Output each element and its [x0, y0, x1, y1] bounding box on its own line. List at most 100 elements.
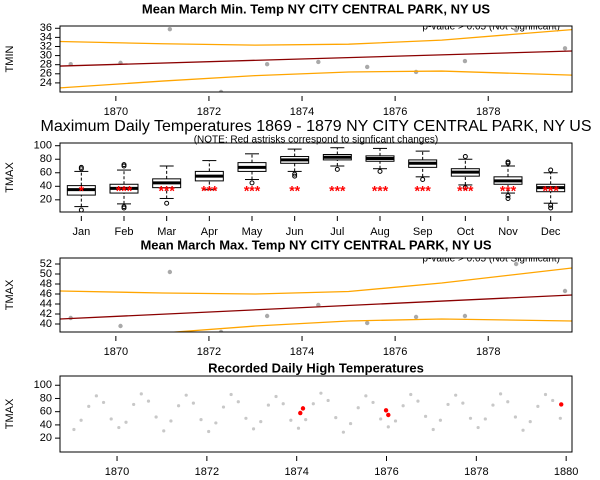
point [409, 392, 413, 397]
x-tick-label: Aug [370, 226, 390, 238]
point [236, 400, 240, 404]
point [562, 288, 568, 294]
point [513, 261, 519, 267]
point [281, 402, 285, 406]
significance-label: *** [500, 183, 517, 199]
point [72, 427, 76, 432]
point [264, 62, 270, 67]
point [296, 426, 301, 430]
point [521, 428, 525, 432]
outlier [548, 202, 554, 208]
y-tick-label: 34 [40, 31, 52, 43]
point [184, 393, 188, 397]
y-tick-label: 46 [40, 288, 52, 300]
panel: Recorded Daily High Temperatures TMAX 2040… [4, 360, 578, 477]
significance-label: *** [244, 183, 261, 199]
point [476, 425, 480, 430]
x-tick-label: 1872 [197, 346, 221, 358]
outlier [462, 154, 468, 160]
point [365, 64, 370, 70]
significance-label: *** [116, 183, 133, 199]
x-tick-label: 1874 [284, 466, 308, 478]
y-tick-label: 100 [34, 140, 52, 152]
point [264, 313, 270, 319]
point [462, 58, 468, 64]
significance-label: *** [158, 183, 175, 199]
x-tick-label: Feb [115, 226, 134, 238]
point [87, 404, 91, 408]
y-axis-label: TMAX [4, 398, 16, 429]
point [423, 414, 428, 418]
point [191, 401, 195, 405]
point [229, 392, 233, 397]
point [559, 402, 564, 407]
y-tick-label: 28 [40, 59, 52, 71]
point [214, 421, 218, 425]
chart-subtitle: (NOTE: Red astrisks correspond to signfi… [194, 135, 439, 146]
point [319, 391, 323, 395]
significance-label: *** [329, 183, 346, 199]
point [506, 400, 510, 404]
plot-frame [59, 257, 573, 333]
point [274, 394, 278, 399]
y-tick-label: 80 [40, 392, 52, 404]
x-tick-label: 1872 [197, 106, 221, 118]
x-tick-label: 1872 [195, 466, 219, 478]
line [60, 28, 572, 46]
y-tick-label: 52 [40, 258, 52, 270]
point [468, 416, 473, 420]
x-tick-label: Jan [72, 226, 90, 238]
chart-title: Mean March Min. Temp NY CITY CENTRAL PAR… [142, 1, 490, 16]
point [365, 320, 370, 326]
point [132, 402, 136, 407]
x-tick-label: 1870 [104, 346, 128, 358]
x-tick-label: 1878 [476, 106, 500, 118]
point [207, 429, 211, 434]
x-tick-label: 1874 [290, 346, 314, 358]
y-tick-label: 20 [40, 194, 52, 206]
x-tick-label: Dec [541, 226, 561, 238]
point [259, 420, 263, 424]
point [401, 404, 405, 408]
y-axis-label: TMAX [4, 279, 16, 310]
point [311, 402, 315, 406]
y-tick-label: 40 [40, 180, 52, 192]
x-tick-label: May [242, 226, 263, 238]
chart-title: Mean March Max. Temp NY CITY CENTRAL PAR… [140, 237, 491, 252]
x-tick-label: 1880 [554, 466, 578, 478]
point [393, 419, 398, 423]
outlier [292, 171, 298, 177]
point [528, 420, 532, 424]
x-tick-label: Jun [286, 226, 304, 238]
point [483, 417, 487, 421]
point [154, 415, 158, 419]
point [438, 418, 443, 422]
point [379, 417, 383, 421]
point [386, 412, 391, 418]
outlier [78, 164, 84, 170]
point [558, 416, 562, 420]
significance-label: *** [201, 183, 218, 199]
y-tick-label: 32 [40, 40, 52, 52]
line [60, 70, 572, 89]
outlier [78, 207, 84, 212]
y-tick-label: 24 [40, 77, 52, 89]
outlier [292, 173, 298, 179]
point [304, 418, 308, 422]
y-tick-label: 20 [40, 432, 52, 444]
point [446, 402, 450, 407]
outlier [377, 168, 383, 174]
point [431, 427, 435, 432]
x-tick-label: 1876 [383, 106, 407, 118]
point [454, 393, 458, 397]
annotation: p-value > 0.05 (Not Significant) [422, 22, 560, 33]
point [348, 421, 353, 426]
point [413, 314, 419, 320]
significance-label: *** [542, 183, 559, 199]
plot-frame [59, 375, 573, 453]
point [101, 400, 106, 405]
point [139, 392, 143, 396]
y-tick-label: 100 [34, 379, 52, 391]
point [316, 59, 321, 65]
